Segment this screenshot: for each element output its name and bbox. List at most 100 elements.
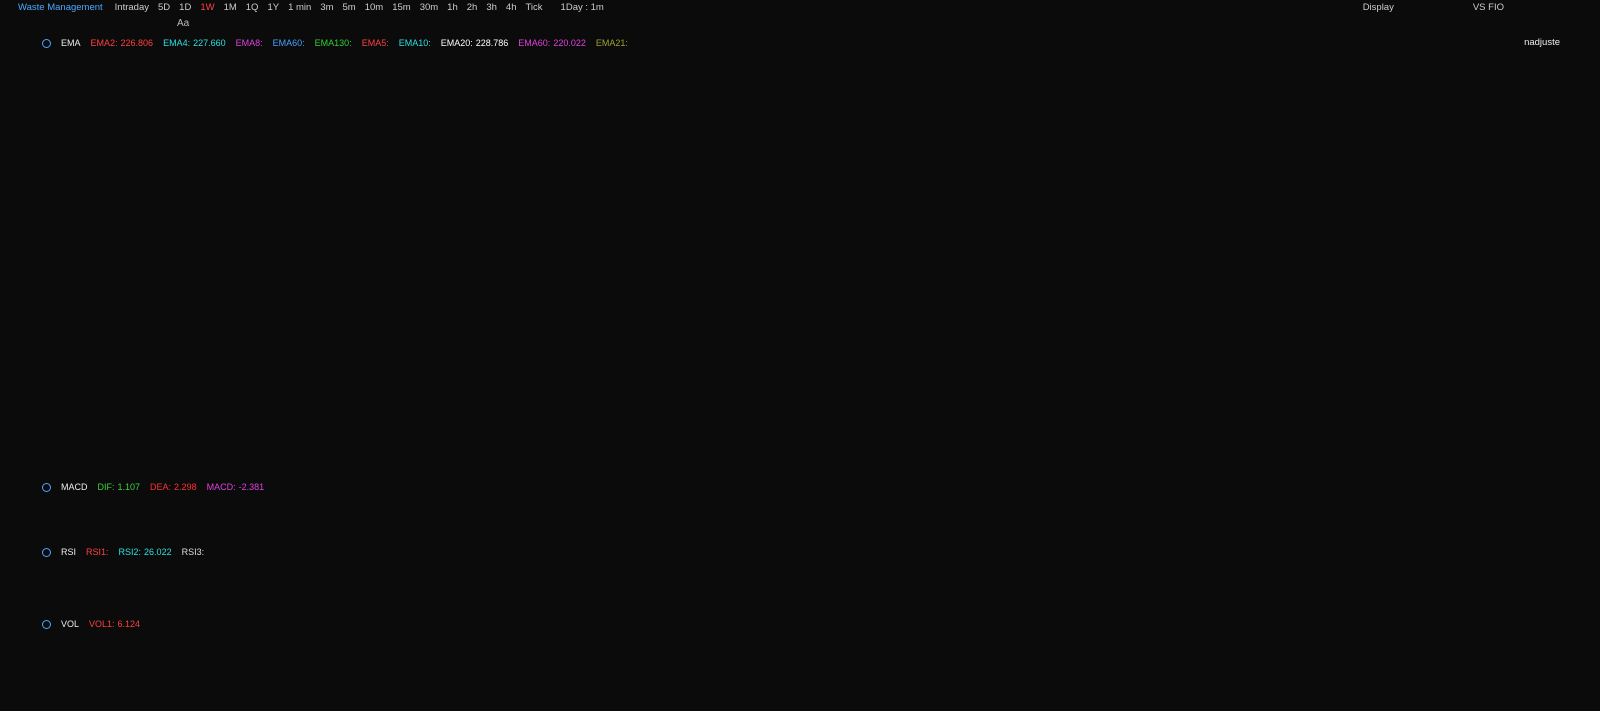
y-tick-label: 77.386 — [1538, 455, 1566, 465]
y-tick-label: 194.514 — [1538, 191, 1571, 201]
period-button[interactable]: 4h — [505, 1, 517, 13]
legend-label: RSI1: — [86, 547, 109, 557]
adjust-mode[interactable]: nadjuste — [1524, 37, 1560, 48]
macd-bar — [810, 524, 817, 533]
y-tick-label: 202.323 — [1538, 173, 1571, 183]
volume-bar — [695, 665, 706, 680]
period-button[interactable]: 1W — [200, 1, 215, 13]
rsi-legend: RSI RSI1: RSI2: 26.022 RSI3: — [0, 546, 204, 558]
display-button[interactable]: Display — [1362, 1, 1394, 13]
fib-label: 61.8% — [887, 102, 918, 114]
marker-dot — [484, 52, 488, 56]
volume-bar — [949, 664, 959, 680]
period-button[interactable]: 5D — [158, 1, 171, 13]
event-icon — [261, 466, 271, 476]
event-icon — [821, 466, 831, 476]
period-button[interactable]: 1Q — [245, 1, 259, 13]
period-button[interactable]: Intraday — [114, 1, 149, 13]
event-icon — [1157, 466, 1167, 476]
period-button[interactable]: 3m — [320, 1, 334, 13]
text-tool[interactable]: Aa — [177, 18, 190, 29]
volume-bar — [442, 664, 453, 680]
x-tick-label: Jul — [203, 686, 215, 696]
y-tick-label: 10.77 — [1538, 658, 1561, 668]
marker-dot — [640, 52, 644, 56]
marker-dot — [822, 52, 826, 56]
macd-bar — [838, 522, 845, 525]
event-icon — [625, 466, 635, 476]
period-button[interactable]: 1D — [179, 1, 192, 13]
y-tick-label: 241.365 — [1538, 85, 1571, 95]
event-icon — [93, 466, 103, 476]
event-icon — [149, 466, 159, 476]
marker-dot — [1134, 52, 1138, 56]
macd-bar — [557, 520, 564, 525]
marker-dot — [432, 52, 436, 56]
macd-bar — [1007, 522, 1014, 525]
legend-value: 220.022 — [553, 38, 586, 48]
period-button[interactable]: 3h — [486, 1, 497, 13]
period-button[interactable]: 1 min — [288, 1, 312, 13]
period-button[interactable]: 10m — [364, 1, 384, 13]
y-tick-label: 100.812 — [1538, 402, 1571, 412]
marker-dot — [978, 52, 982, 56]
legend-item: EMA60: 220.022 — [518, 38, 586, 48]
legend-item: EMA21: — [596, 38, 628, 48]
event-icon — [1353, 466, 1363, 476]
macd-bar — [782, 524, 789, 525]
macd-bar — [894, 520, 901, 525]
period-button[interactable]: 2h — [466, 1, 478, 13]
period-button[interactable]: 1M — [223, 1, 237, 13]
fan-label: 1/8 — [542, 199, 557, 211]
marker-dot — [835, 52, 839, 56]
event-icon — [289, 466, 299, 476]
volume-bar — [133, 665, 144, 680]
marker-dot — [1121, 52, 1125, 56]
interval[interactable]: 1Day : 1m — [560, 1, 604, 13]
macd-bar — [1091, 524, 1098, 527]
marker-dot — [588, 52, 592, 56]
y-tick-label: 21.79 — [1538, 641, 1561, 651]
compare[interactable]: VS FIO — [1472, 1, 1504, 13]
fan-label: 1/1 — [951, 199, 966, 211]
period-button[interactable]: 1h — [447, 1, 458, 13]
volume-bar — [527, 656, 538, 680]
marker-dot — [393, 52, 397, 56]
x-tick-label: Mar 2025 — [1314, 686, 1352, 696]
period-button[interactable]: 5m — [342, 1, 356, 13]
macd-bar — [1204, 524, 1211, 527]
fan-label: 1/3 — [951, 357, 966, 369]
legend-item: DEA: 2.298 — [150, 482, 197, 492]
period-button[interactable]: 15m — [392, 1, 411, 13]
volume-bar — [1230, 664, 1241, 680]
volume-bar — [470, 658, 481, 680]
indicator-name: EMA — [61, 38, 81, 48]
period-button[interactable]: Tick — [525, 1, 543, 13]
marker-dot — [1186, 52, 1190, 56]
marker-dot — [562, 52, 566, 56]
period-button[interactable]: 30m — [419, 1, 439, 13]
y-tick-label: 132.046 — [1538, 332, 1571, 342]
y-tick-label: 124.237 — [1538, 350, 1571, 360]
x-tick-label: Oct — [1256, 686, 1271, 696]
event-icon — [961, 466, 971, 476]
y-tick-label: -6.88 — [1538, 532, 1559, 542]
marker-dot — [1173, 52, 1177, 56]
period-button[interactable]: 1Y — [267, 1, 280, 13]
legend-label: EMA60: — [272, 38, 305, 48]
volume-bar — [1258, 661, 1269, 680]
event-icon — [877, 466, 887, 476]
macd-bar — [979, 524, 986, 525]
x-tick-label: Aug — [552, 686, 568, 696]
marker-dot — [172, 52, 176, 56]
legend-value: 226.806 — [120, 38, 154, 48]
symbol[interactable]: Waste Management — [18, 1, 103, 13]
fan-label: 1/3 — [640, 199, 655, 211]
volume-bar — [1202, 667, 1213, 680]
marker-dot — [224, 52, 228, 56]
marker-dot — [302, 52, 306, 56]
legend-item: EMA5: — [362, 38, 389, 48]
macd-bar — [1288, 524, 1295, 533]
price-line — [53, 104, 1405, 463]
marker-dot — [679, 52, 683, 56]
